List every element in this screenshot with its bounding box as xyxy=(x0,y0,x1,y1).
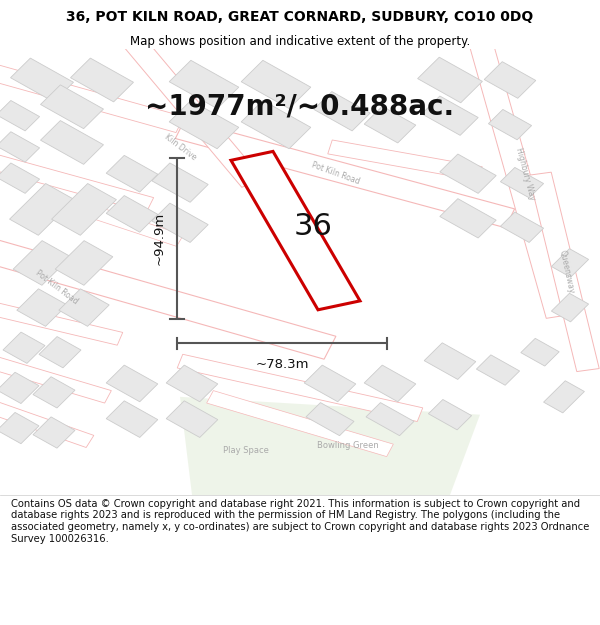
Polygon shape xyxy=(241,61,311,109)
Polygon shape xyxy=(500,168,544,198)
Polygon shape xyxy=(106,196,158,232)
Polygon shape xyxy=(177,354,423,421)
Polygon shape xyxy=(52,184,116,235)
Text: Pot Kiln Road: Pot Kiln Road xyxy=(311,161,361,187)
Polygon shape xyxy=(551,249,589,278)
Polygon shape xyxy=(424,343,476,379)
Text: 36, POT KILN ROAD, GREAT CORNARD, SUDBURY, CO10 0DQ: 36, POT KILN ROAD, GREAT CORNARD, SUDBUR… xyxy=(67,10,533,24)
Text: ~1977m²/~0.488ac.: ~1977m²/~0.488ac. xyxy=(145,92,455,121)
Polygon shape xyxy=(106,365,158,402)
Polygon shape xyxy=(17,289,67,326)
Polygon shape xyxy=(0,63,184,132)
Polygon shape xyxy=(13,241,71,285)
Polygon shape xyxy=(0,372,39,404)
Text: Map shows position and indicative extent of the property.: Map shows position and indicative extent… xyxy=(130,35,470,48)
Polygon shape xyxy=(0,132,40,162)
Polygon shape xyxy=(476,355,520,385)
Polygon shape xyxy=(68,199,184,246)
Polygon shape xyxy=(0,163,40,193)
Text: Kiln Drive: Kiln Drive xyxy=(163,132,197,162)
Polygon shape xyxy=(152,163,208,202)
Polygon shape xyxy=(106,156,158,192)
Polygon shape xyxy=(314,92,370,131)
Polygon shape xyxy=(544,381,584,413)
Polygon shape xyxy=(440,154,496,193)
Polygon shape xyxy=(10,184,74,235)
Polygon shape xyxy=(468,38,570,318)
Polygon shape xyxy=(122,35,262,188)
Polygon shape xyxy=(551,293,589,322)
Polygon shape xyxy=(484,62,536,98)
Polygon shape xyxy=(55,241,113,285)
Polygon shape xyxy=(175,119,515,228)
Polygon shape xyxy=(180,397,480,495)
Polygon shape xyxy=(529,172,599,372)
Polygon shape xyxy=(366,402,414,436)
Polygon shape xyxy=(33,377,75,408)
Polygon shape xyxy=(428,399,472,430)
Polygon shape xyxy=(0,153,154,213)
Text: ~78.3m: ~78.3m xyxy=(255,358,309,371)
Polygon shape xyxy=(241,101,311,149)
Text: 36: 36 xyxy=(294,212,333,241)
Polygon shape xyxy=(33,417,75,448)
Text: Pot Kiln Road: Pot Kiln Road xyxy=(34,269,80,306)
Text: Contains OS data © Crown copyright and database right 2021. This information is : Contains OS data © Crown copyright and d… xyxy=(11,499,589,544)
Polygon shape xyxy=(3,332,45,363)
Text: ~94.9m: ~94.9m xyxy=(152,212,166,265)
Polygon shape xyxy=(328,140,482,181)
Polygon shape xyxy=(488,109,532,140)
Polygon shape xyxy=(0,355,112,403)
Polygon shape xyxy=(11,58,73,102)
Polygon shape xyxy=(304,365,356,402)
Polygon shape xyxy=(169,101,239,149)
Polygon shape xyxy=(71,58,133,102)
Polygon shape xyxy=(106,401,158,437)
Polygon shape xyxy=(364,365,416,402)
Text: Bowling Green: Bowling Green xyxy=(317,441,379,451)
Polygon shape xyxy=(169,61,239,109)
Polygon shape xyxy=(231,151,360,310)
Text: Play Space: Play Space xyxy=(223,446,269,455)
Polygon shape xyxy=(166,401,218,437)
Polygon shape xyxy=(440,199,496,238)
Polygon shape xyxy=(500,212,544,243)
Polygon shape xyxy=(41,85,103,129)
Text: Highbury Way: Highbury Way xyxy=(514,146,536,201)
Polygon shape xyxy=(418,58,482,102)
Polygon shape xyxy=(152,203,208,242)
Polygon shape xyxy=(206,391,394,457)
Polygon shape xyxy=(59,289,109,326)
Polygon shape xyxy=(0,101,40,131)
Polygon shape xyxy=(39,337,81,368)
Polygon shape xyxy=(364,106,416,143)
Polygon shape xyxy=(41,121,103,164)
Polygon shape xyxy=(521,338,559,366)
Polygon shape xyxy=(166,365,218,402)
Polygon shape xyxy=(422,96,478,136)
Polygon shape xyxy=(0,412,39,444)
Polygon shape xyxy=(0,301,123,345)
Polygon shape xyxy=(0,400,94,448)
Polygon shape xyxy=(0,234,336,359)
Polygon shape xyxy=(306,402,354,436)
Text: Queensway: Queensway xyxy=(558,249,576,294)
